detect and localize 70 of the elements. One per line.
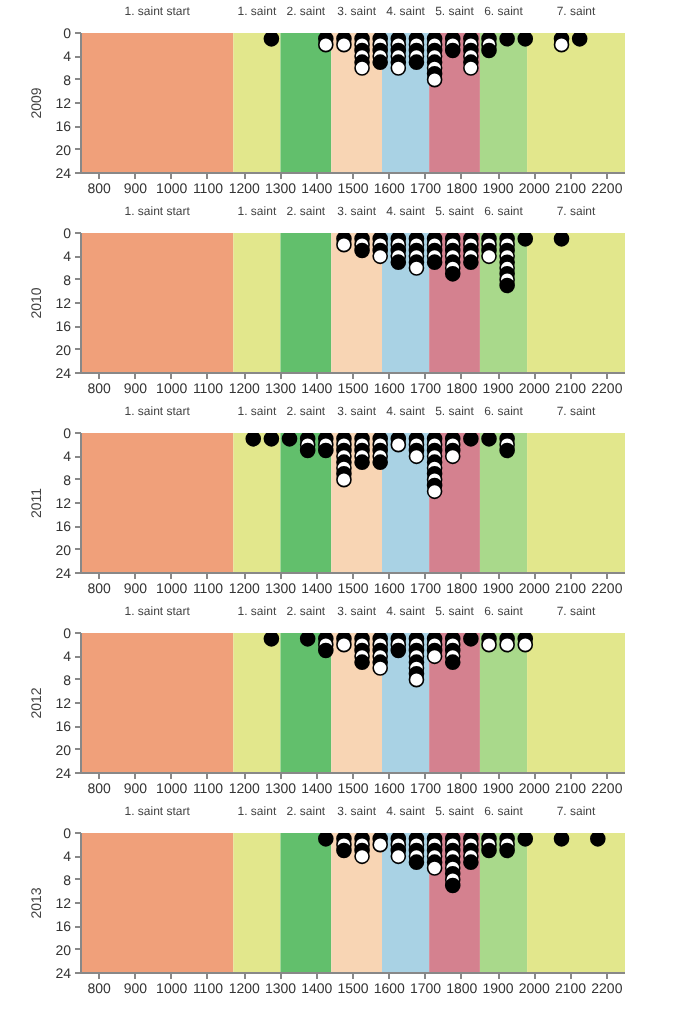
point	[553, 833, 570, 847]
point	[444, 42, 461, 59]
point	[390, 60, 407, 76]
point	[318, 833, 334, 847]
point	[463, 60, 479, 76]
point	[571, 33, 588, 47]
point	[354, 454, 370, 470]
point	[390, 254, 407, 270]
point	[553, 233, 570, 247]
point	[499, 636, 515, 653]
point	[372, 454, 388, 470]
point	[481, 433, 497, 447]
point	[336, 236, 352, 253]
point	[481, 842, 497, 859]
point	[517, 233, 534, 247]
point	[354, 654, 370, 670]
point	[390, 436, 407, 453]
point	[318, 442, 334, 459]
point	[590, 833, 606, 847]
point	[390, 848, 407, 865]
point	[463, 854, 479, 870]
point	[553, 36, 570, 53]
point	[481, 636, 497, 653]
point	[299, 442, 316, 459]
point	[426, 254, 443, 270]
point	[426, 71, 443, 88]
point	[263, 33, 280, 47]
point	[481, 42, 497, 59]
point	[372, 54, 388, 70]
point	[499, 277, 515, 294]
point	[390, 642, 407, 659]
point	[517, 33, 534, 47]
point	[408, 54, 425, 70]
point	[408, 854, 425, 870]
point	[499, 842, 515, 859]
point	[408, 448, 425, 465]
point	[517, 833, 534, 847]
point	[372, 248, 388, 265]
point	[426, 483, 443, 500]
point	[499, 442, 515, 459]
point	[245, 433, 262, 447]
point	[372, 836, 388, 853]
point	[336, 471, 352, 488]
point	[336, 842, 352, 859]
point	[263, 433, 280, 447]
point	[336, 636, 352, 653]
point	[426, 860, 443, 876]
point	[444, 448, 461, 465]
point	[354, 242, 370, 259]
point	[444, 654, 461, 670]
point	[463, 254, 479, 270]
point	[444, 266, 461, 282]
point	[299, 633, 316, 647]
point	[426, 648, 443, 665]
point	[372, 660, 388, 676]
point	[354, 848, 370, 865]
point	[463, 433, 479, 447]
point	[318, 36, 334, 53]
point	[463, 633, 479, 647]
point	[336, 36, 352, 53]
point	[499, 33, 515, 47]
point	[408, 260, 425, 276]
point	[318, 642, 334, 659]
point	[481, 248, 497, 265]
point	[281, 433, 298, 447]
point	[354, 60, 370, 76]
point	[517, 636, 534, 653]
point	[408, 671, 425, 688]
point	[444, 877, 461, 894]
point	[263, 633, 280, 647]
